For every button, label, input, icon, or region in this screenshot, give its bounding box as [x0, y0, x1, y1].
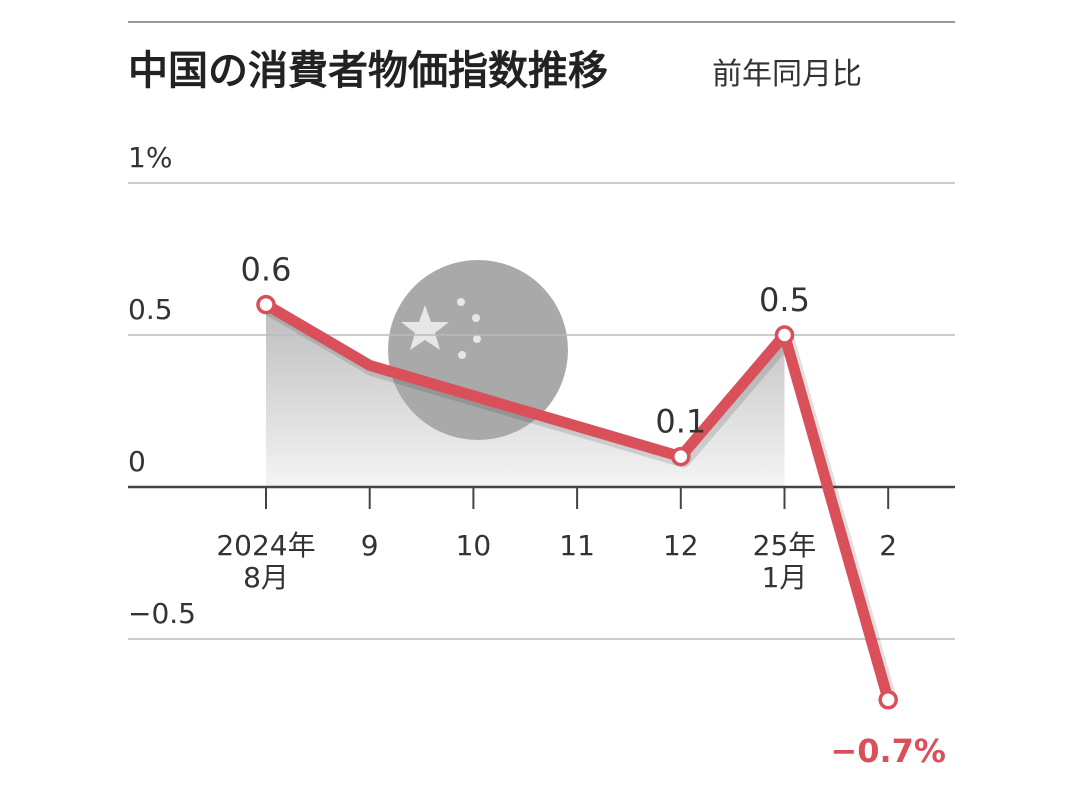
y-tick-label: 1%: [128, 141, 172, 174]
area-fill: [266, 304, 785, 487]
data-point: [256, 294, 276, 315]
data-label: −0.7%: [830, 732, 946, 770]
data-point: [671, 446, 691, 467]
data-point: [878, 690, 898, 710]
x-tick-label: 12: [662, 529, 699, 562]
y-tick-label: 0: [128, 445, 146, 478]
chart-title: 中国の消費者物価指数推移: [128, 48, 608, 94]
data-label: 0.6: [241, 251, 292, 289]
y-tick-label: 0.5: [128, 293, 173, 326]
y-tick-label: −0.5: [128, 597, 196, 630]
data-label: 0.5: [759, 281, 810, 319]
x-tick-label: 2024年 8月: [216, 529, 316, 594]
flag-icon: [388, 260, 568, 440]
x-tick-label: 9: [360, 529, 379, 562]
x-tick-label: 11: [559, 529, 595, 562]
x-tick-label: 25年 1月: [752, 529, 817, 594]
chart-subtitle: 前年同月比: [712, 57, 862, 92]
x-tick-label: 2: [879, 529, 898, 562]
data-point: [774, 325, 795, 345]
data-label: 0.1: [655, 403, 706, 441]
x-tick-label: 10: [455, 529, 492, 562]
